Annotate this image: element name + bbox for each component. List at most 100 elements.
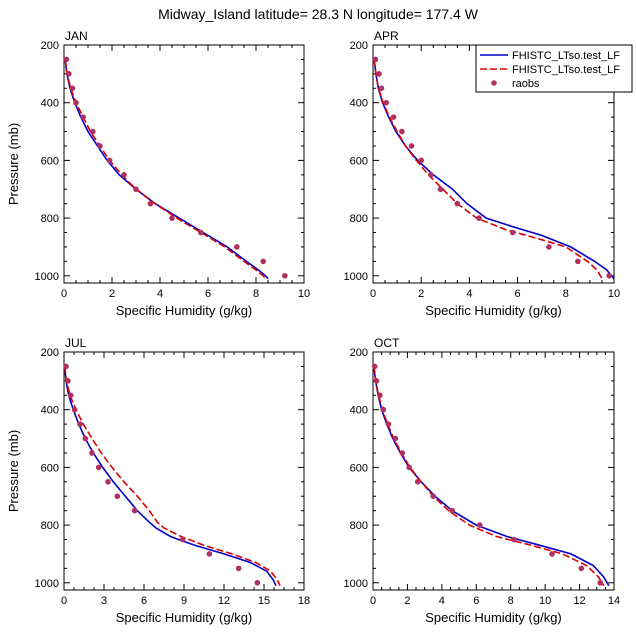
raobs-point (390, 114, 397, 120)
y-tick-label: 1000 (344, 578, 368, 590)
raobs-point (371, 363, 378, 370)
x-axis-label: Specific Humidity (g/kg) (116, 303, 253, 318)
panel-apr: APR 0 2 4 6 8 10 200 400 600 800 1000 Specific Humid… (344, 29, 621, 318)
raobs-point (378, 85, 385, 92)
raobs-point (206, 551, 213, 557)
legend-label: FHISTC_LTso.test_LF (512, 64, 620, 76)
x-tick-label: 14 (608, 595, 620, 607)
raobs-point (97, 143, 103, 149)
x-tick-label: 2 (404, 595, 410, 607)
raobs-point (66, 71, 72, 77)
x-tick-label: 6 (205, 288, 211, 300)
raobs-point (383, 99, 390, 106)
raobs-point (377, 392, 383, 399)
x-tick-label: 10 (298, 288, 310, 300)
raobs-point (235, 565, 242, 572)
series-line-solid (63, 366, 277, 587)
raobs-point (437, 186, 444, 193)
panel-title: JAN (65, 29, 88, 43)
raobs-point (260, 258, 267, 265)
y-tick-label: 400 (350, 98, 368, 110)
x-tick-label: 0 (370, 595, 376, 607)
series-line-solid (373, 366, 610, 587)
x-tick-label: 2 (109, 288, 115, 300)
raobs-point (105, 479, 111, 485)
x-tick-label: 9 (181, 595, 187, 607)
y-tick-label: 800 (350, 520, 368, 532)
raobs-point (63, 363, 69, 370)
raobs-point (449, 507, 455, 514)
x-tick-label: 6 (141, 595, 147, 607)
x-tick-label: 2 (418, 288, 424, 300)
legend: FHISTC_LTso.test_LF FHISTC_LTso.test_LFra… (475, 44, 633, 93)
raobs-point (476, 215, 482, 221)
legend-marker (491, 80, 497, 86)
y-tick-label: 1000 (344, 271, 368, 283)
raobs-point (80, 114, 86, 120)
x-axis-label: Specific Humidity (g/kg) (116, 610, 253, 625)
plot-frame (63, 351, 305, 591)
plot-frame (372, 351, 615, 591)
panel-jul: JUL 0 3 6 9 12 15 18 200 400 600 800 1000 Specific Hu… (6, 336, 310, 625)
x-tick-label: 12 (573, 595, 585, 607)
series-line-dashed (373, 59, 603, 280)
x-tick-label: 0 (61, 288, 67, 300)
series-line-dashed (63, 366, 281, 587)
legend-label: raobs (512, 78, 540, 90)
x-tick-label: 4 (466, 288, 472, 300)
raobs-point (133, 186, 139, 193)
series-raobs (371, 363, 604, 586)
raobs-point (376, 71, 382, 77)
series-line-solid (64, 59, 269, 280)
x-axis-label: Specific Humidity (g/kg) (425, 303, 562, 318)
series-raobs (372, 56, 612, 279)
raobs-point (82, 435, 89, 442)
raobs-point (372, 56, 379, 63)
series-raobs (63, 363, 261, 586)
raobs-point (63, 56, 70, 63)
x-tick-label: 4 (157, 288, 163, 300)
y-tick-label: 800 (350, 213, 368, 225)
raobs-point (198, 229, 204, 236)
y-tick-label: 200 (41, 347, 59, 359)
y-tick-label: 400 (41, 405, 59, 417)
raobs-point (549, 551, 555, 557)
raobs-point (179, 536, 186, 543)
x-tick-label: 0 (370, 288, 376, 300)
y-axis-label: Pressure (mb) (6, 430, 21, 512)
y-tick-label: 600 (350, 462, 368, 474)
x-tick-label: 8 (563, 288, 569, 300)
raobs-point (282, 272, 288, 279)
raobs-point (597, 579, 604, 586)
raobs-point (147, 200, 154, 207)
plot-frame (63, 44, 305, 284)
x-tick-label: 18 (298, 595, 310, 607)
y-tick-label: 800 (41, 213, 59, 225)
raobs-point (575, 258, 581, 265)
x-tick-label: 6 (473, 595, 479, 607)
y-tick-label: 600 (350, 155, 368, 167)
raobs-point (65, 378, 71, 384)
series-raobs (63, 56, 288, 279)
raobs-point (406, 464, 412, 471)
x-tick-label: 4 (439, 595, 445, 607)
y-tick-label: 200 (350, 40, 368, 52)
panel-title: JUL (65, 336, 87, 350)
raobs-point (546, 244, 552, 250)
y-tick-label: 800 (41, 520, 59, 532)
raobs-point (380, 406, 387, 413)
raobs-point (399, 128, 405, 135)
y-tick-label: 400 (41, 98, 59, 110)
x-tick-label: 10 (539, 595, 551, 607)
raobs-point (131, 507, 138, 514)
raobs-point (430, 493, 437, 500)
x-tick-label: 8 (508, 595, 514, 607)
raobs-point (418, 157, 425, 164)
raobs-point (121, 172, 127, 178)
y-tick-label: 400 (350, 405, 368, 417)
x-tick-label: 12 (218, 595, 230, 607)
x-tick-label: 3 (101, 595, 107, 607)
panel-title: OCT (374, 336, 400, 350)
